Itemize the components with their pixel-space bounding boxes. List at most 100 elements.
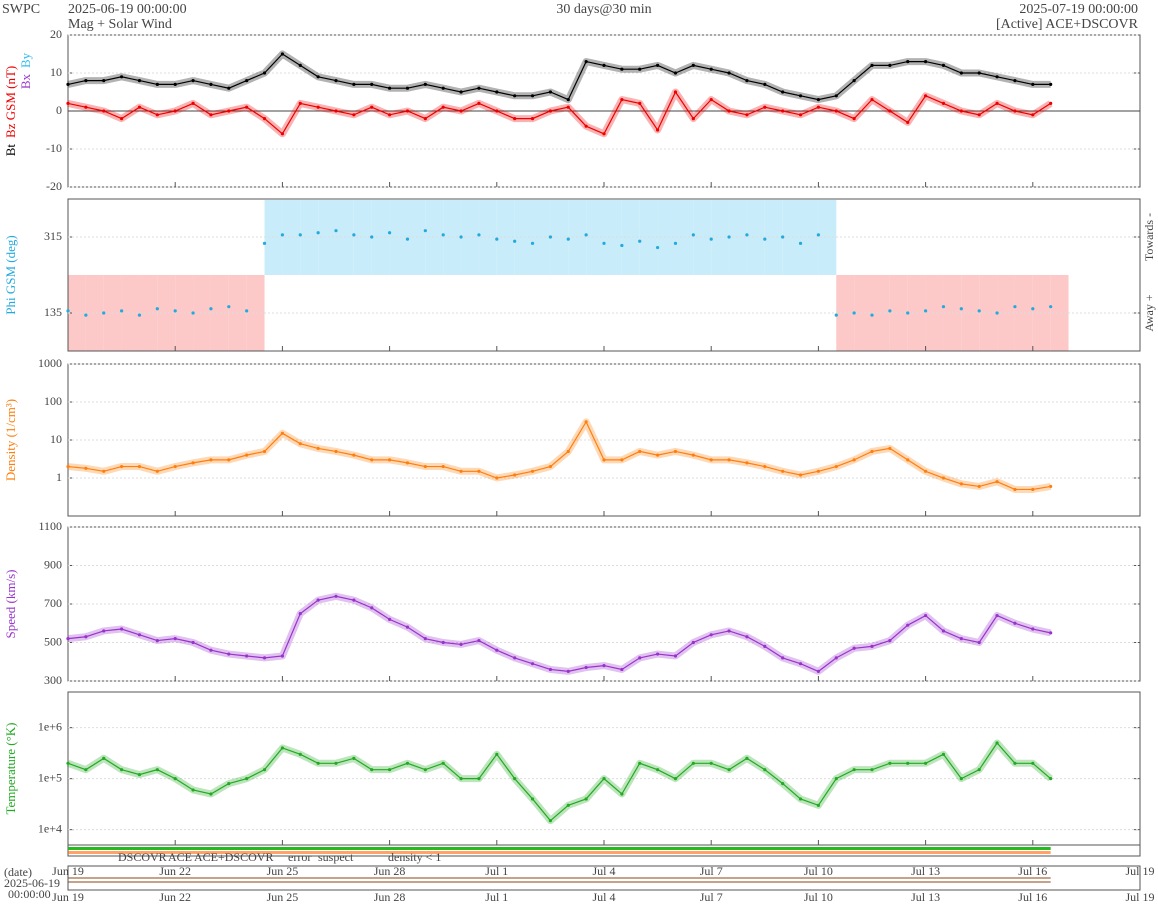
data-point — [673, 71, 678, 75]
data-point — [370, 82, 374, 86]
data-point — [334, 229, 338, 233]
data-point — [84, 105, 88, 109]
data-point — [816, 469, 821, 473]
data-point — [423, 117, 427, 121]
data-point — [173, 309, 177, 313]
data-point — [620, 243, 624, 248]
org: SWPC — [2, 2, 40, 17]
data-point — [816, 233, 821, 237]
data-point — [763, 768, 767, 772]
data-point — [459, 109, 463, 113]
data-point — [995, 480, 999, 484]
data-point — [977, 113, 981, 117]
data-point — [370, 105, 374, 109]
y-tick-label: 315 — [44, 229, 62, 243]
y-axis-label: Temperature (°K) — [3, 723, 18, 815]
data-point — [566, 803, 570, 807]
data-point — [84, 635, 88, 639]
y-tick-label: 1000 — [38, 356, 62, 370]
x-tick-label: Jul 7 — [700, 864, 723, 878]
data-point — [673, 654, 678, 658]
data-point — [316, 446, 320, 451]
data-point — [477, 86, 481, 90]
data-point — [513, 656, 517, 660]
data-point — [155, 469, 159, 473]
data-point — [1031, 307, 1035, 311]
y-axis-label-part: Density (1/cm³) — [3, 399, 18, 481]
data-point — [298, 612, 302, 616]
sector-shade — [550, 200, 569, 275]
y-axis-label-part: Phi GSM (deg) — [3, 235, 18, 314]
data-point — [191, 101, 195, 105]
sector-shade — [514, 200, 533, 275]
data-point — [906, 623, 910, 627]
data-point — [870, 98, 874, 102]
data-point — [280, 746, 284, 750]
data-point — [388, 617, 392, 622]
data-point — [834, 464, 838, 469]
data-point — [405, 461, 410, 465]
x-tick-label: Jul 1 — [485, 864, 508, 878]
sector-shade — [478, 200, 497, 275]
data-point — [155, 82, 159, 86]
data-point — [673, 449, 678, 454]
data-point — [405, 625, 410, 629]
data-point — [102, 79, 106, 83]
data-point — [66, 761, 70, 765]
data-point — [155, 638, 159, 643]
data-point — [102, 109, 106, 113]
data-point — [834, 94, 838, 98]
data-point — [959, 637, 963, 641]
data-point — [834, 656, 838, 660]
data-point — [977, 309, 981, 313]
data-point — [495, 109, 499, 113]
data-point — [959, 71, 963, 75]
data-point — [334, 449, 338, 454]
data-point — [656, 63, 660, 67]
data-point — [834, 109, 838, 113]
data-point — [173, 637, 177, 641]
data-point — [137, 464, 142, 469]
data-point — [888, 446, 892, 451]
data-point — [120, 627, 124, 631]
data-point — [352, 113, 356, 117]
data-point — [84, 79, 88, 83]
data-point — [477, 777, 481, 781]
data-point — [102, 311, 106, 315]
data-point — [1049, 484, 1053, 489]
data-point — [924, 613, 928, 618]
data-point — [441, 233, 445, 237]
data-point — [745, 635, 749, 639]
sector-shade — [1050, 275, 1069, 351]
data-point — [441, 86, 445, 90]
data-point — [1013, 761, 1017, 765]
data-point — [477, 638, 481, 643]
data-point — [638, 449, 642, 454]
data-point — [1049, 631, 1053, 635]
data-point — [423, 637, 427, 641]
data-point — [66, 637, 70, 641]
source-legend: error — [288, 850, 311, 864]
data-point — [816, 98, 821, 102]
data-point — [888, 761, 892, 765]
data-point — [638, 656, 642, 660]
data-point — [1031, 82, 1035, 86]
data-point — [155, 307, 159, 311]
data-point — [227, 781, 231, 786]
data-point — [209, 307, 213, 311]
data-point — [441, 640, 445, 645]
data-point — [334, 594, 338, 598]
data-point — [727, 768, 731, 772]
data-point — [620, 98, 624, 102]
data-point — [1013, 487, 1017, 492]
data-point — [1013, 305, 1017, 309]
data-point — [852, 768, 856, 772]
data-point — [584, 60, 588, 64]
data-point — [173, 777, 177, 781]
data-point — [709, 458, 713, 462]
data-point — [1013, 621, 1017, 625]
y-tick-label: 135 — [44, 305, 62, 319]
data-point — [781, 90, 785, 94]
data-point — [548, 235, 553, 239]
